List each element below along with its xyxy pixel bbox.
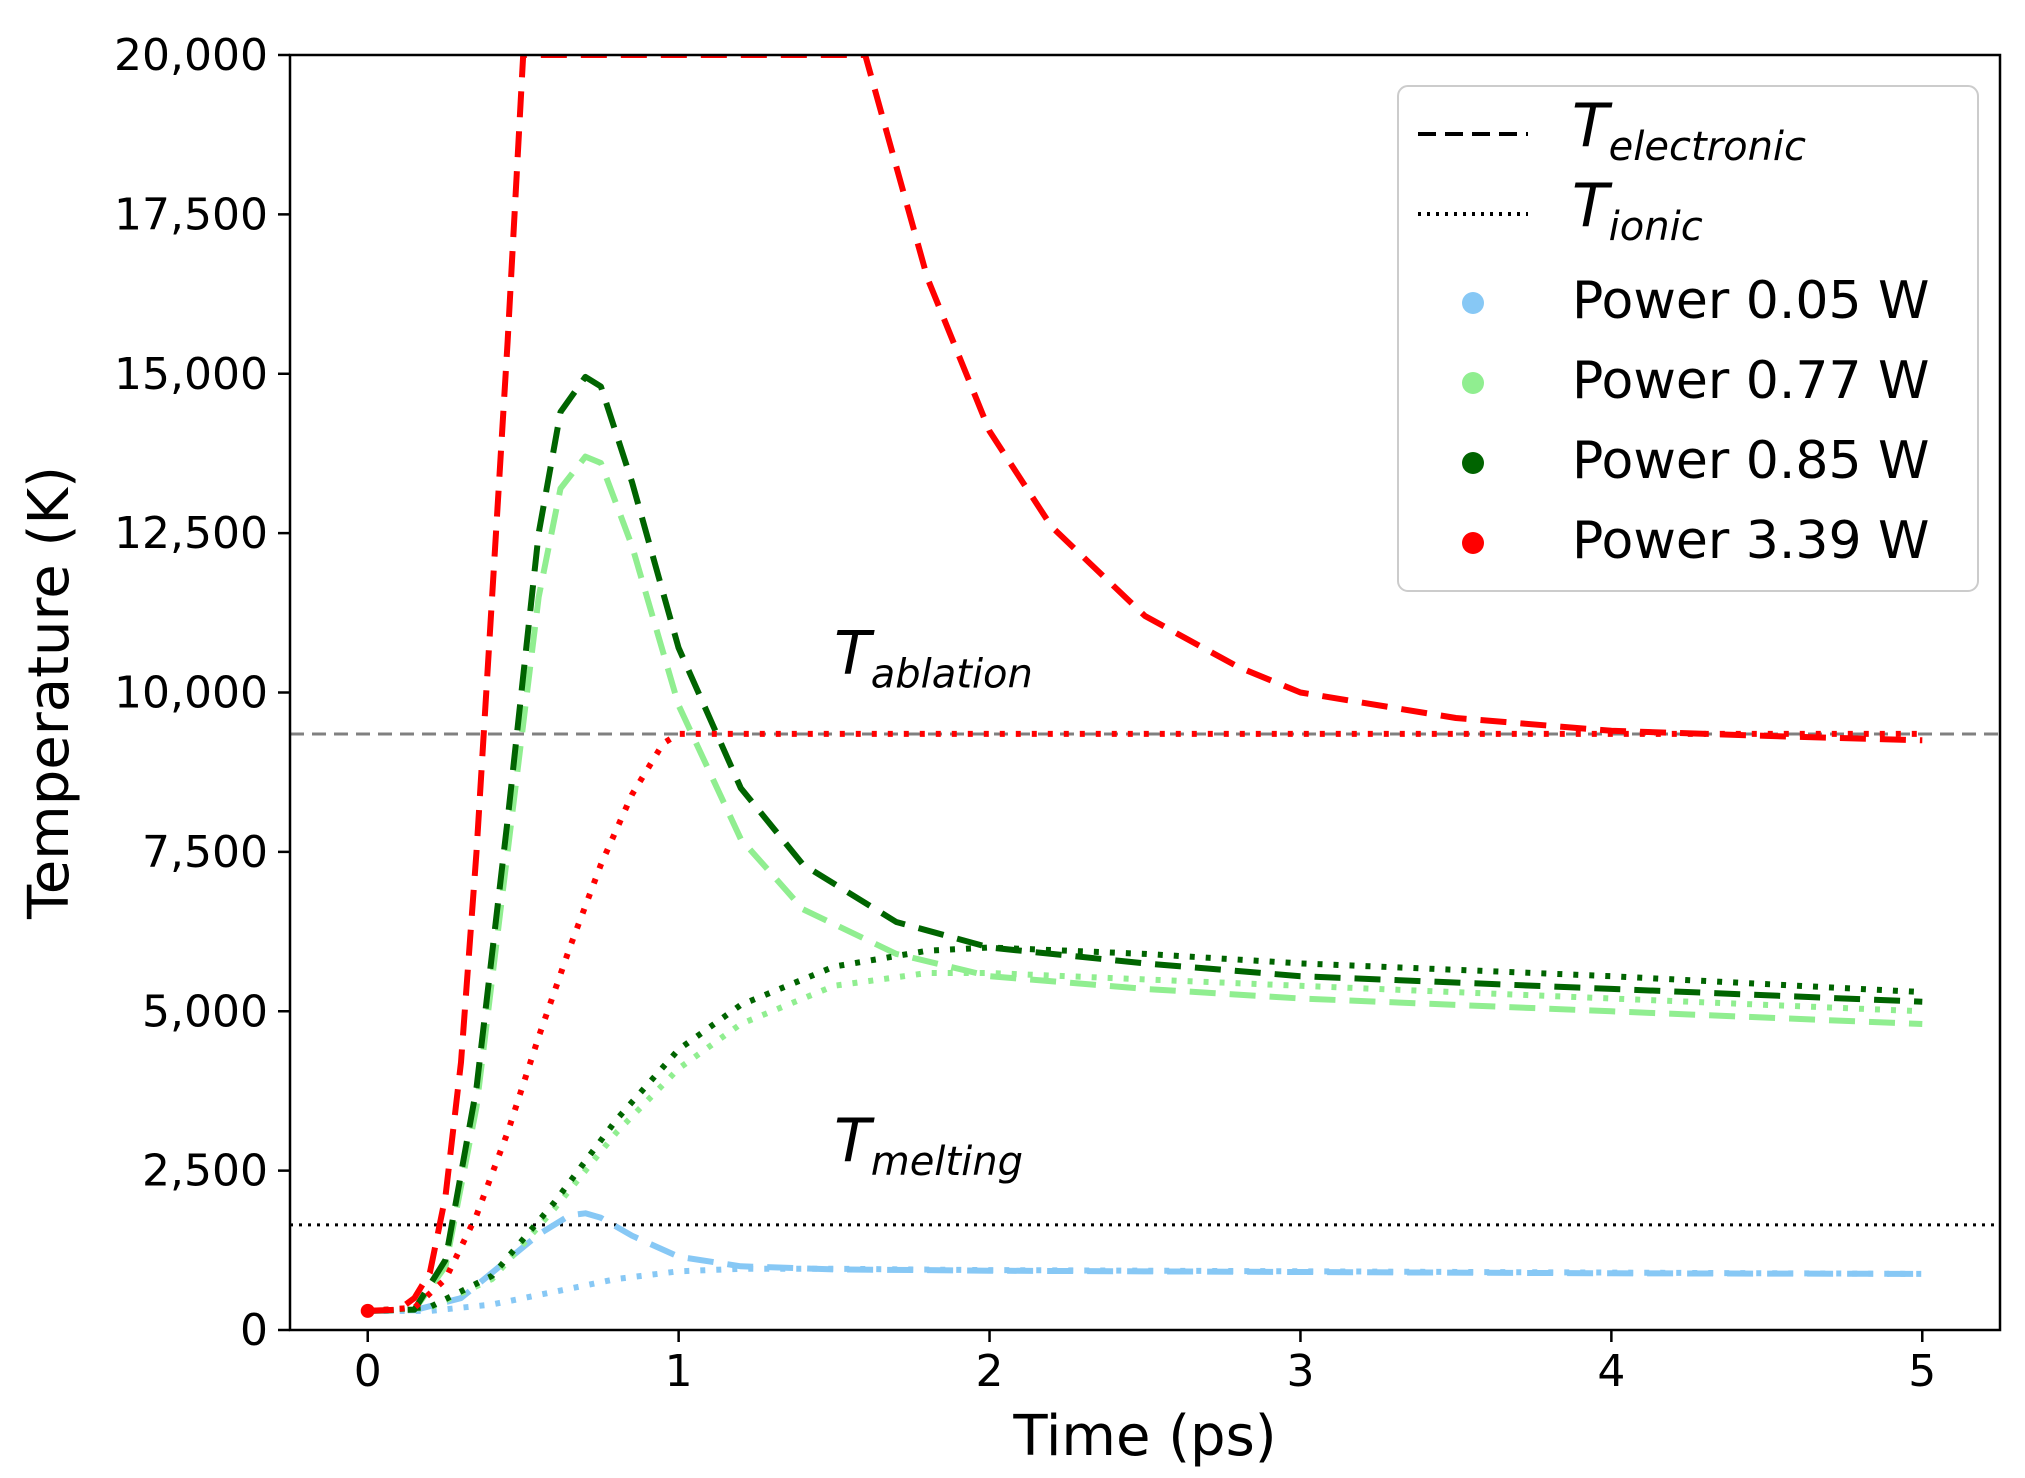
legend-ionic-label: Tionic [1572, 171, 1703, 250]
legend-electronic-symbol: T [1572, 91, 1613, 161]
plot-area [290, 55, 2000, 1318]
y-tick-label: 17,500 [114, 189, 268, 240]
annotations: Tablation Tmelting [834, 618, 1033, 1185]
series-ionic-power-3.39-w [367, 730, 1923, 1314]
x-tick-label: 1 [665, 1346, 693, 1397]
legend-electronic-label: Telectronic [1572, 91, 1806, 170]
series-electronic-power-3.39-w [367, 55, 1923, 1314]
ablation-subscript: ablation [871, 651, 1033, 697]
legend-marker-power-0.05-icon [1462, 292, 1484, 314]
legend-label-power-0.05: Power 0.05 W [1572, 271, 1929, 331]
melting-symbol: T [834, 1106, 875, 1176]
legend-marker-power-0.77-icon [1462, 372, 1484, 394]
y-tick-label: 10,000 [114, 668, 268, 719]
series-electronic-power-0.85-w [367, 373, 1923, 1314]
x-tick-label: 0 [354, 1346, 382, 1397]
ablation-annotation: Tablation [834, 618, 1033, 697]
y-tick-label: 20,000 [114, 30, 268, 81]
x-tick-label: 3 [1286, 1346, 1314, 1397]
x-axis: 0 1 2 3 4 5 [354, 1330, 1936, 1397]
y-tick-label: 2,500 [142, 1146, 268, 1197]
series-electronic-power-0.77-w [367, 453, 1923, 1314]
legend-box [1397, 85, 1979, 592]
legend-electronic-subscript: electronic [1609, 124, 1806, 170]
y-tick-label: 7,500 [142, 827, 268, 878]
series-electronic-power-0.05-w [367, 1210, 1923, 1314]
y-tick-label: 0 [240, 1305, 268, 1356]
legend: Telectronic Tionic Power 0.05 W Power 0.… [1397, 85, 1979, 592]
series-ionic-power-0.85-w [367, 944, 1923, 1314]
legend-ionic-symbol: T [1572, 171, 1613, 241]
legend-label-power-0.85: Power 0.85 W [1572, 431, 1929, 491]
x-axis-title: Time (ps) [1012, 1404, 1276, 1469]
y-tick-label: 12,500 [114, 508, 268, 559]
melting-annotation: Tmelting [834, 1106, 1023, 1185]
y-axis-title: Temperature (K) [17, 466, 82, 920]
y-axis: 0 2,500 5,000 7,500 10,000 12,500 15,000 17,500… [114, 30, 290, 1356]
legend-marker-power-0.85-icon [1462, 452, 1484, 474]
x-tick-label: 2 [976, 1346, 1004, 1397]
melting-subscript: melting [871, 1139, 1023, 1185]
series-ionic-power-0.05-w [367, 1265, 1923, 1314]
legend-ionic-subscript: ionic [1609, 204, 1703, 250]
legend-label-power-3.39: Power 3.39 W [1572, 511, 1929, 571]
x-tick-label: 4 [1597, 1346, 1625, 1397]
initial-point-marker [360, 1303, 375, 1318]
y-tick-label: 15,000 [114, 349, 268, 400]
legend-label-power-0.77: Power 0.77 W [1572, 351, 1929, 411]
ablation-symbol: T [834, 618, 875, 688]
legend-marker-power-3.39-icon [1462, 532, 1484, 554]
y-tick-label: 5,000 [142, 986, 268, 1037]
x-tick-label: 5 [1908, 1346, 1936, 1397]
